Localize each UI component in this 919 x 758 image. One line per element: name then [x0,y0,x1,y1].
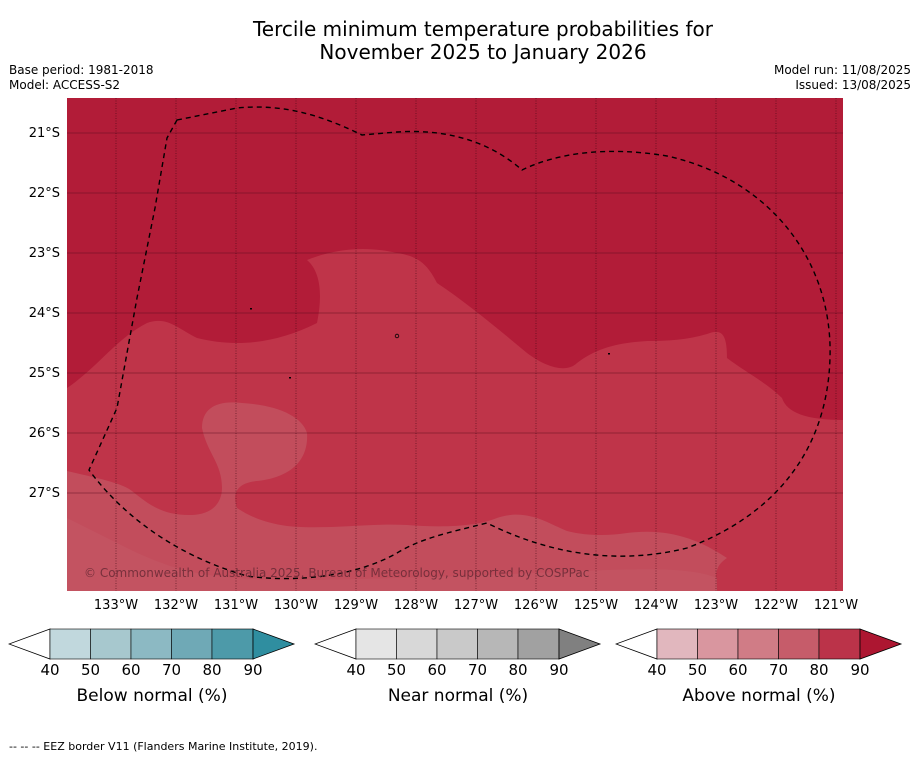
lat-label-22s: 22°S [28,186,60,201]
near-tick-80: 80 [508,661,528,679]
below-tick-90: 90 [243,661,263,679]
lat-label-24s: 24°S [28,306,60,321]
lon-label-128w: 128°W [393,598,439,613]
above-tick-40: 40 [647,661,667,679]
above-tick-80: 80 [809,661,829,679]
below-under-arrow [8,628,51,660]
model-run: Model run: 11/08/2025 [773,63,911,77]
near-under-arrow [314,628,357,660]
near-tick-60: 60 [427,661,447,679]
above-under-arrow [615,628,658,660]
colorbar-below-normal [8,628,296,660]
copyright-notice: © Commonwealth of Australia 2025, Bureau… [84,566,590,580]
lon-label-129w: 129°W [333,598,379,613]
above-tick-60: 60 [728,661,748,679]
below-swatch-4 [171,628,213,660]
eez-footer-note: -- -- -- EEZ border V11 (Flanders Marine… [9,740,318,753]
lon-label-122w: 122°W [753,598,799,613]
model-name: Model: ACCESS-S2 [9,78,121,92]
below-tick-60: 60 [121,661,141,679]
lon-label-123w: 123°W [693,598,739,613]
lon-label-133w: 133°W [93,598,139,613]
graticule [67,132,843,494]
lat-label-27s: 27°S [28,486,60,501]
meta-left: Base period: 1981-2018 Model: ACCESS-S2 [9,63,154,93]
title-line-1: Tercile minimum temperature probabilitie… [252,17,714,41]
issued-date: Issued: 13/08/2025 [795,78,911,92]
below-tick-70: 70 [161,661,182,679]
below-tick-50: 50 [80,661,101,679]
meridians [115,98,837,591]
near-swatch-4 [477,628,519,660]
map-title: Tercile minimum temperature probabilitie… [0,18,919,64]
above-tick-70: 70 [768,661,789,679]
above-swatch-4 [778,628,820,660]
lon-label-131w: 131°W [213,598,259,613]
colorbar-above-normal [615,628,903,660]
below-swatch-3 [130,628,172,660]
lon-label-124w: 124°W [633,598,679,613]
lon-label-125w: 125°W [573,598,619,613]
lat-label-26s: 26°S [28,426,60,441]
below-tick-40: 40 [40,661,60,679]
probability-map[interactable] [67,98,843,591]
above-normal-label: Above normal (%) [682,686,836,706]
base-period: Base period: 1981-2018 [9,63,154,77]
above-swatch-1 [656,628,698,660]
lat-label-21s: 21°S [28,126,60,141]
near-swatch-5 [517,628,560,660]
above-swatch-2 [697,628,739,660]
near-tick-50: 50 [386,661,407,679]
near-normal-label: Near normal (%) [387,686,529,706]
below-tick-80: 80 [202,661,222,679]
above-swatch-6 [859,628,903,660]
lon-label-132w: 132°W [153,598,199,613]
region-lowest-probability [67,518,717,591]
lon-label-130w: 130°W [273,598,319,613]
near-swatch-2 [396,628,438,660]
eez-border [88,106,831,580]
below-swatch-5 [211,628,254,660]
near-swatch-3 [436,628,478,660]
islands [250,308,610,379]
lon-label-126w: 126°W [513,598,559,613]
below-normal-label: Below normal (%) [76,686,228,706]
meta-right: Model run: 11/08/2025 Issued: 13/08/2025 [774,63,911,93]
below-swatch-6 [252,628,296,660]
region-low-probability [67,402,727,591]
above-tick-50: 50 [687,661,708,679]
near-tick-90: 90 [549,661,569,679]
colorbar-near-normal [314,628,602,660]
near-tick-40: 40 [346,661,366,679]
near-swatch-1 [355,628,397,660]
above-swatch-3 [737,628,779,660]
lat-label-25s: 25°S [28,366,60,381]
below-swatch-2 [90,628,132,660]
above-tick-90: 90 [850,661,870,679]
lon-label-127w: 127°W [453,598,499,613]
region-mid-probability [67,248,843,591]
near-tick-70: 70 [467,661,488,679]
below-swatch-1 [49,628,91,660]
near-swatch-6 [558,628,602,660]
lat-label-23s: 23°S [28,246,60,261]
above-swatch-5 [818,628,861,660]
lon-label-121w: 121°W [813,598,859,613]
title-line-2: November 2025 to January 2026 [319,40,647,64]
